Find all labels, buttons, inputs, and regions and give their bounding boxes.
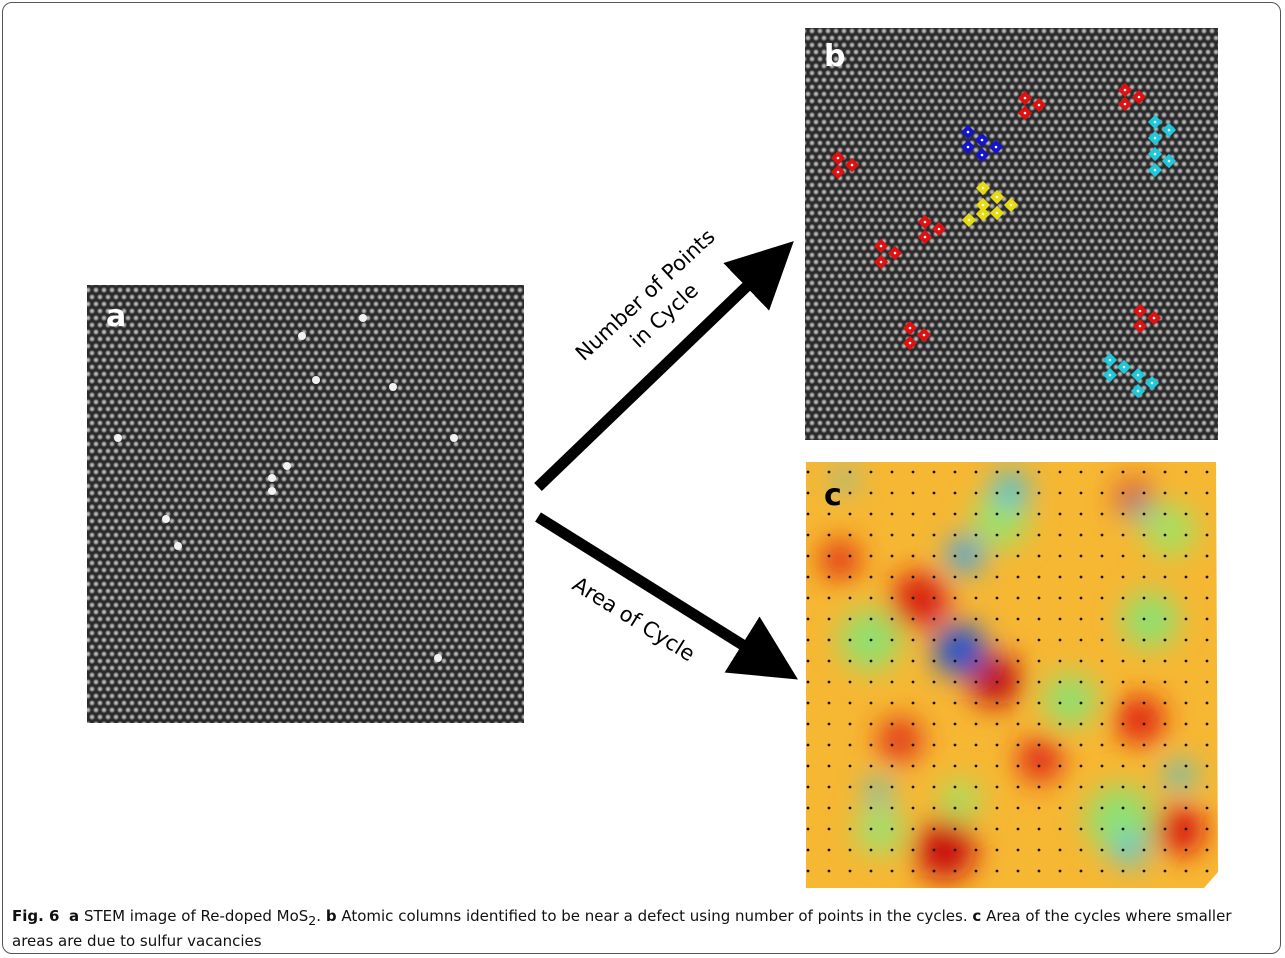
bright-spot bbox=[162, 515, 170, 523]
defect-center bbox=[1023, 111, 1027, 115]
bright-spot bbox=[283, 462, 291, 470]
defect-center bbox=[1123, 102, 1127, 106]
defect-center bbox=[966, 145, 970, 149]
arrow bbox=[534, 241, 794, 491]
bright-spot bbox=[389, 383, 397, 391]
caption-text: STEM image of Re-doped MoS bbox=[83, 907, 309, 925]
bright-spots bbox=[114, 314, 458, 662]
defect-center bbox=[981, 203, 985, 207]
defect-center bbox=[981, 186, 985, 190]
subscript: 2 bbox=[308, 913, 317, 928]
defect-center bbox=[994, 145, 998, 149]
defect-center bbox=[981, 212, 985, 216]
bright-spot bbox=[114, 434, 122, 442]
defect-center bbox=[1108, 358, 1112, 362]
arrow-label: Area of Cycle bbox=[568, 572, 699, 666]
part-label: b bbox=[325, 907, 337, 925]
arrow bbox=[535, 512, 798, 680]
bright-spot bbox=[434, 654, 442, 662]
defect-center bbox=[967, 218, 971, 222]
defect-center bbox=[1138, 324, 1142, 328]
defect-center bbox=[1108, 373, 1112, 377]
panel-label: b bbox=[824, 39, 845, 74]
panel-label: c bbox=[824, 478, 842, 513]
defect-center bbox=[995, 211, 999, 215]
defect-center bbox=[922, 333, 926, 337]
defect-center bbox=[1137, 95, 1141, 99]
defect-center bbox=[966, 130, 970, 134]
bright-spot bbox=[174, 542, 182, 550]
defect-center bbox=[850, 163, 854, 167]
defect-center bbox=[1037, 103, 1041, 107]
defect-center bbox=[1167, 159, 1171, 163]
defect-markers bbox=[830, 82, 1177, 399]
defect-center bbox=[923, 235, 927, 239]
defect-center bbox=[1122, 365, 1126, 369]
part-label: c bbox=[972, 907, 982, 925]
caption-text: Atomic columns identified to be near a d… bbox=[341, 907, 968, 925]
defect-center bbox=[893, 251, 897, 255]
defect-center bbox=[908, 326, 912, 330]
defect-center bbox=[1136, 389, 1140, 393]
defect-center bbox=[1153, 136, 1157, 140]
stem-image-b bbox=[805, 28, 1218, 440]
bright-spot bbox=[450, 434, 458, 442]
defect-center bbox=[1138, 309, 1142, 313]
defect-center bbox=[980, 138, 984, 142]
bright-spot bbox=[359, 314, 367, 322]
defect-center bbox=[1009, 203, 1013, 207]
defect-center bbox=[1167, 128, 1171, 132]
defect-center bbox=[1152, 316, 1156, 320]
part-label: a bbox=[69, 907, 80, 925]
defect-center bbox=[995, 195, 999, 199]
defect-center bbox=[1153, 168, 1157, 172]
defect-center bbox=[937, 227, 941, 231]
caption: Fig. 6 a STEM image of Re-doped MoS2. b … bbox=[12, 906, 1274, 952]
defect-center bbox=[1023, 96, 1027, 100]
defect-center bbox=[1136, 373, 1140, 377]
defect-center bbox=[1153, 120, 1157, 124]
bright-spot bbox=[312, 376, 320, 384]
defect-center bbox=[1153, 152, 1157, 156]
defect-center bbox=[879, 244, 883, 248]
stem-image-a bbox=[87, 285, 524, 723]
bright-spot bbox=[268, 474, 276, 482]
defect-center bbox=[836, 170, 840, 174]
caption-text: . bbox=[316, 907, 322, 925]
defect-center bbox=[980, 153, 984, 157]
bright-spot bbox=[268, 487, 276, 495]
panel-label: a bbox=[106, 299, 126, 334]
defect-center bbox=[1123, 88, 1127, 92]
defect-center bbox=[879, 260, 883, 264]
defect-center bbox=[1150, 381, 1154, 385]
defect-center bbox=[836, 156, 840, 160]
defect-center bbox=[908, 341, 912, 345]
defect-center bbox=[923, 220, 927, 224]
figure-label: Fig. 6 bbox=[12, 907, 60, 925]
caption-text: Area of the cycles where smaller areas a… bbox=[12, 907, 1232, 950]
bright-spot bbox=[298, 332, 306, 340]
area-map-c bbox=[806, 462, 1218, 888]
